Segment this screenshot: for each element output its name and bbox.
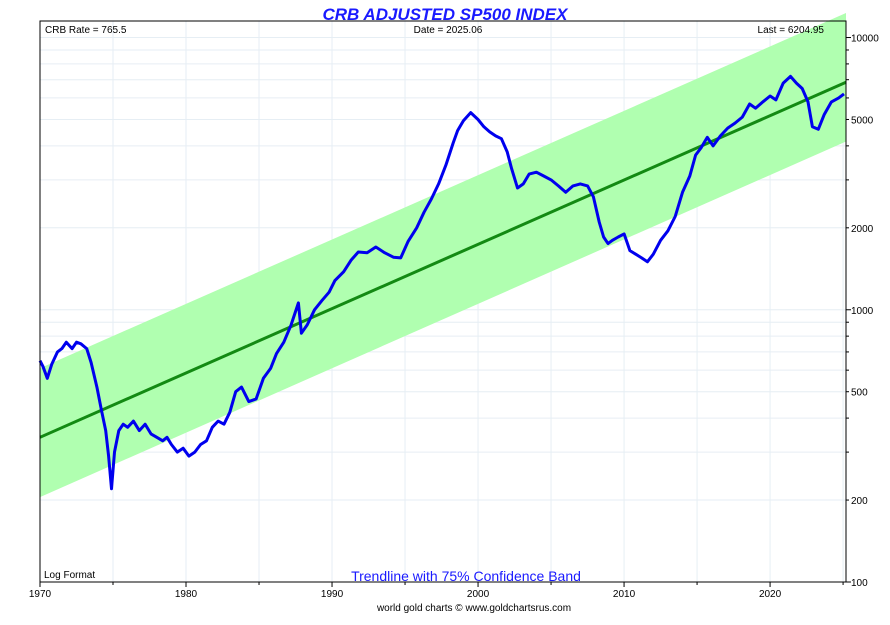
x-tick-label: 1970 xyxy=(29,589,52,600)
x-tick-label: 1980 xyxy=(175,589,198,600)
series-line-crb-adjusted-sp500 xyxy=(38,74,845,491)
x-tick-label: 2010 xyxy=(613,589,636,600)
y-tick-label: 2000 xyxy=(851,224,874,235)
plot-frame xyxy=(39,20,847,583)
y-tick-label: 10000 xyxy=(851,34,879,45)
confidence-band xyxy=(40,13,846,498)
y-tick-label: 500 xyxy=(851,388,868,399)
log-format-label: Log Format xyxy=(44,570,95,581)
y-tick-label: 5000 xyxy=(851,115,874,126)
y-axis: 100 200 500 1000 2000 5000 10000 xyxy=(846,34,879,589)
y-tick-label: 1000 xyxy=(851,306,874,317)
x-tick-label: 2020 xyxy=(759,589,782,600)
y-tick-label: 200 xyxy=(851,496,868,507)
chart-title: CRB ADJUSTED SP500 INDEX xyxy=(323,5,570,24)
last-value-label: Last = 6204.95 xyxy=(758,25,825,36)
x-tick-label: 1990 xyxy=(321,589,344,600)
credit-label: world gold charts © www.goldchartsrus.co… xyxy=(376,603,571,614)
y-tick-label: 100 xyxy=(851,578,868,589)
x-axis: 1970 1980 1990 2000 2010 2020 xyxy=(29,582,844,600)
band-label: Trendline with 75% Confidence Band xyxy=(351,568,581,584)
crb-rate-label: CRB Rate = 765.5 xyxy=(45,25,127,36)
date-label: Date = 2025.06 xyxy=(414,25,483,36)
x-tick-label: 2000 xyxy=(467,589,490,600)
